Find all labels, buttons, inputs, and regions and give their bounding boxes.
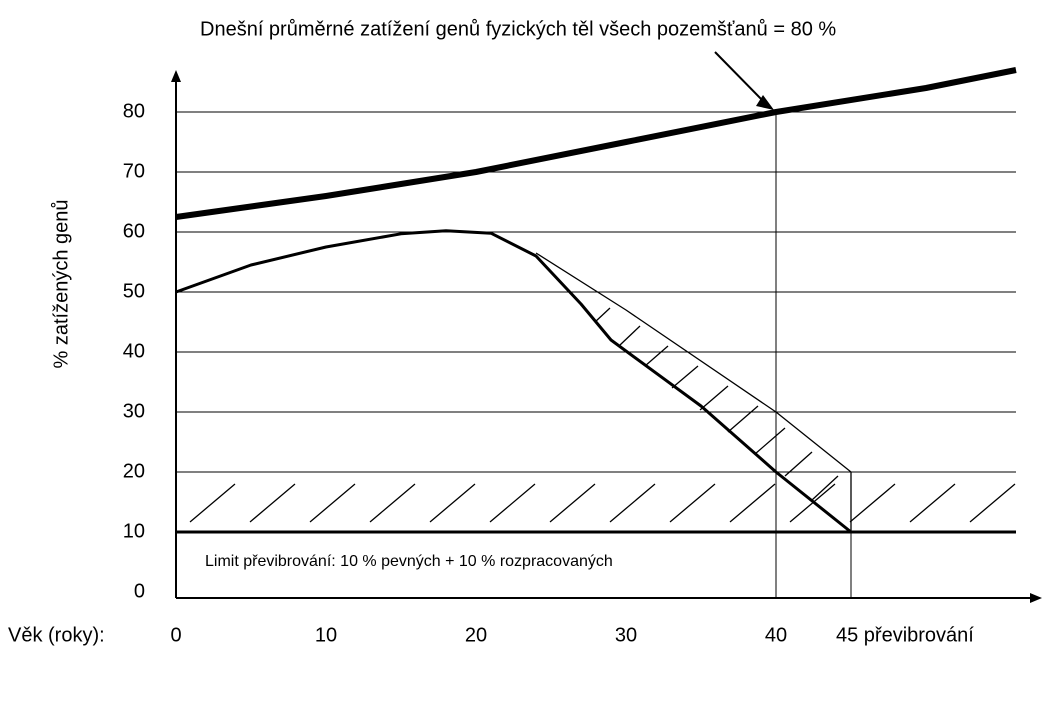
annotation: Limit převibrování: 10 % pevných + 10 % … [205, 553, 613, 570]
annotation-arrowhead [756, 95, 774, 110]
x-tick-label: 40 [765, 624, 787, 646]
y-axis-label: % zatížených genů [50, 200, 72, 369]
x-tick-label: 0 [170, 624, 181, 646]
x-arrow [1030, 593, 1042, 603]
y-tick-label: 30 [123, 400, 145, 422]
line [175, 229, 852, 534]
x-tick-label: 30 [615, 624, 637, 646]
y-tick-label: 50 [123, 280, 145, 302]
y-tick-label: 20 [123, 460, 145, 482]
y-tick-label: 40 [123, 340, 145, 362]
x-tick-label: 45 převibrování [836, 624, 974, 646]
hatch [189, 307, 1016, 523]
y-tick-label: 0 [134, 580, 145, 602]
line [175, 67, 1017, 220]
y-arrow [171, 70, 181, 82]
x-tick-label: 20 [465, 624, 487, 646]
y-tick-label: 70 [123, 160, 145, 182]
x-tick-label: 10 [315, 624, 337, 646]
line [535, 252, 852, 532]
chart-title: Dnešní průměrné zatížení genů fyzických … [200, 18, 836, 40]
y-tick-label: 10 [123, 520, 145, 542]
y-tick-label: 60 [123, 220, 145, 242]
y-tick-label: 80 [123, 100, 145, 122]
x-axis-label: Věk (roky): [8, 624, 105, 646]
annotation-arrow [714, 51, 767, 105]
